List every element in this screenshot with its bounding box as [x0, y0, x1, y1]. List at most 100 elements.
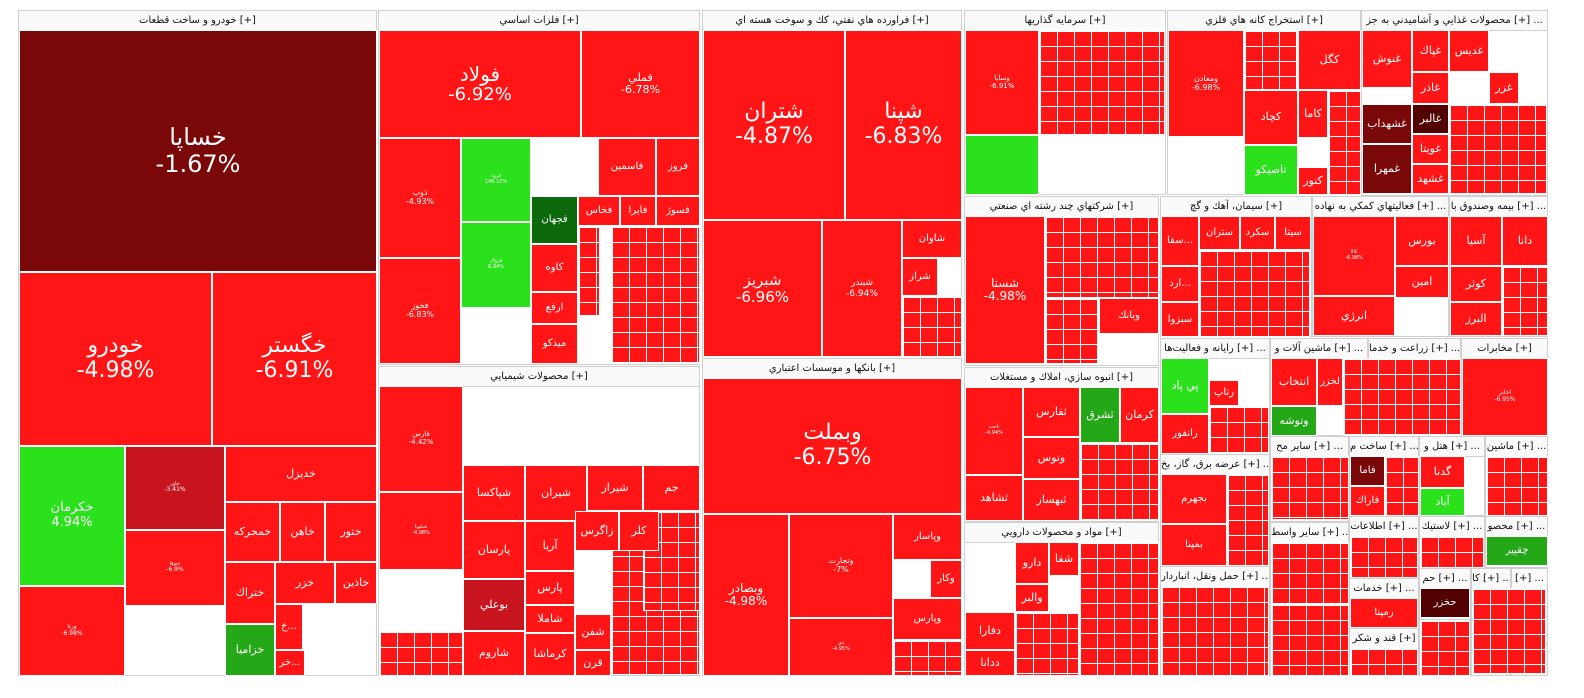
stock-tile[interactable]: ومعادن -6.98% — [1168, 30, 1244, 137]
stock-tile[interactable]: دي -4.95% — [789, 618, 893, 676]
stock-tile[interactable]: خودرو -4.98% — [19, 272, 212, 446]
stock-tile[interactable]: دفارا — [965, 612, 1015, 650]
minor-stocks-grid[interactable] — [1227, 474, 1269, 566]
sector-title[interactable]: سرمايه گذاريها [+] — [965, 11, 1165, 31]
stock-tile[interactable]: رتاپ — [1209, 380, 1239, 406]
stock-tile[interactable]: شراز — [902, 258, 938, 296]
sector-title[interactable]: بانكها و موسسات اعتباري [+] — [703, 359, 961, 379]
sector-title[interactable]: ساخت م [+] ... — [1350, 437, 1418, 457]
stock-tile[interactable]: خاور -3.41% — [125, 446, 225, 530]
stock-tile[interactable]: فاراك — [1350, 486, 1385, 516]
stock-tile[interactable]: شاملا — [525, 605, 575, 633]
sector-title[interactable]: عرضه برق، گاز، بخ [+] ... — [1161, 455, 1269, 475]
stock-tile[interactable]: رانفور — [1161, 414, 1209, 454]
stock-tile[interactable]: ثفارس — [1023, 387, 1080, 437]
stock-tile[interactable]: كالا -6.98% — [1313, 216, 1395, 296]
sector-title[interactable]: اطلاعات [+] ... — [1350, 517, 1418, 537]
stock-tile[interactable]: بورس — [1395, 216, 1449, 266]
stock-tile[interactable]: كگل — [1298, 30, 1361, 90]
stock-tile[interactable]: بمپنا — [1161, 524, 1227, 566]
stock-tile[interactable]: آسيا — [1450, 216, 1502, 266]
stock-tile[interactable]: پارس — [525, 571, 575, 605]
sector-title[interactable]: استخراج كانه هاي فلزي [+] — [1168, 11, 1360, 31]
stock-tile[interactable]: بجهرم — [1161, 474, 1227, 524]
stock-tile[interactable]: وتجارت -7% — [789, 514, 893, 618]
stock-tile[interactable]: ثاخت -4.94% — [965, 387, 1023, 475]
stock-tile[interactable]: خاهن — [280, 502, 325, 562]
stock-tile[interactable]: ثشرق — [1080, 387, 1120, 443]
sector-title[interactable]: ساير واسط [+] ... — [1271, 523, 1348, 543]
stock-tile[interactable]: شاوان — [902, 220, 962, 258]
stock-tile[interactable]: شبريز -6.96% — [703, 220, 822, 357]
stock-tile[interactable]: ختوقا -6.9% — [125, 530, 225, 606]
sector-title[interactable]: كا [+] ... — [1472, 569, 1510, 589]
stock-tile[interactable]: خر... — [275, 650, 305, 676]
minor-stocks-grid[interactable] — [1244, 30, 1298, 90]
stock-tile[interactable]: ذوب -4.93% — [379, 138, 461, 258]
sector-title[interactable]: بيمه وصندوق با [+] ... — [1450, 197, 1547, 217]
stock-tile[interactable]: ختراك — [225, 562, 275, 624]
stock-tile[interactable]: شپاكسا — [463, 465, 525, 521]
stock-tile[interactable]: فايرا — [620, 196, 656, 226]
minor-stocks-grid[interactable] — [1328, 90, 1361, 195]
stock-tile[interactable]: فخاس — [578, 196, 620, 226]
minor-stocks-grid[interactable] — [1486, 456, 1548, 516]
sector-title[interactable]: محصولات غذايي و آشاميدني به جز [+] ... — [1362, 11, 1547, 31]
minor-stocks-grid[interactable] — [1199, 250, 1310, 337]
stock-tile[interactable]: خساپا -1.67% — [19, 30, 377, 272]
stock-tile[interactable]: انتخاب — [1271, 358, 1317, 406]
stock-tile[interactable]: دارو — [1015, 542, 1049, 584]
stock-tile[interactable]: وسايا -6.91% — [965, 30, 1039, 135]
stock-tile[interactable]: فاما — [1350, 456, 1385, 486]
stock-tile[interactable]: سبزوا — [1161, 302, 1199, 337]
stock-tile[interactable]: كرمان — [1120, 387, 1159, 443]
minor-stocks-grid[interactable] — [1271, 456, 1349, 520]
minor-stocks-grid[interactable] — [1343, 358, 1461, 436]
stock-tile[interactable]: زاگرس — [575, 511, 619, 551]
stock-tile[interactable]: كنور — [1298, 167, 1328, 195]
stock-tile[interactable]: وبانك — [1099, 298, 1159, 334]
stock-tile[interactable]: وتوس — [1023, 437, 1080, 479]
stock-tile[interactable]: غويتا — [1412, 134, 1449, 164]
sector-title[interactable]: لاستيك [+] ... — [1420, 517, 1484, 537]
stock-tile[interactable]: غنوش — [1362, 30, 1412, 88]
stock-tile[interactable]: ثشاهد — [965, 475, 1023, 521]
stock-tile[interactable]: ثبهساز — [1023, 479, 1080, 521]
stock-tile[interactable]: كوثر — [1450, 266, 1502, 302]
stock-tile[interactable]: وتوشه — [1271, 406, 1317, 436]
sector-title[interactable]: مخابرات [+] — [1462, 339, 1547, 359]
stock-tile[interactable]: پارسان — [463, 521, 525, 579]
stock-tile[interactable]: كاوه — [531, 244, 578, 292]
stock-tile[interactable]: شفن — [575, 614, 611, 650]
stock-tile[interactable]: آباد — [1420, 488, 1465, 516]
stock-tile[interactable]: سفا... — [1161, 216, 1199, 266]
stock-tile[interactable]: وپارس — [893, 598, 962, 640]
stock-tile[interactable] — [965, 135, 1039, 195]
stock-tile[interactable]: خزاميا — [225, 624, 275, 676]
minor-stocks-grid[interactable] — [379, 631, 463, 676]
stock-tile[interactable]: شپنا -6.83% — [845, 30, 962, 220]
stock-tile[interactable]: غديس — [1449, 30, 1489, 72]
stock-tile[interactable]: ارفع — [531, 292, 578, 324]
sector-title[interactable]: زراعت و خدما [+] ... — [1369, 339, 1460, 359]
stock-tile[interactable]: غپاك — [1412, 30, 1449, 72]
minor-stocks-grid[interactable] — [1015, 612, 1079, 676]
stock-tile[interactable]: فسوژ — [656, 196, 700, 226]
minor-stocks-grid[interactable] — [1079, 542, 1159, 676]
stock-tile[interactable]: كاما — [1298, 90, 1328, 138]
stock-tile[interactable]: غاذر — [1412, 72, 1449, 104]
stock-tile[interactable]: سكرد — [1240, 216, 1275, 250]
stock-tile[interactable]: فجهان — [531, 196, 578, 244]
stock-tile[interactable]: دانا — [1502, 216, 1548, 266]
minor-stocks-grid[interactable] — [1385, 456, 1419, 516]
minor-stocks-grid[interactable] — [1449, 104, 1547, 194]
stock-tile[interactable]: ددانا — [965, 650, 1015, 676]
minor-stocks-grid[interactable] — [1472, 588, 1546, 674]
sector-title[interactable]: قند و شكر [+] — [1350, 629, 1418, 649]
stock-tile[interactable]: شتران -4.87% — [703, 30, 845, 220]
sector-title[interactable]: ساير مح [+] ... — [1271, 437, 1348, 457]
stock-tile[interactable]: وكار — [930, 560, 962, 598]
stock-tile[interactable]: شاروم — [463, 631, 525, 676]
stock-tile[interactable]: خديزل — [225, 446, 377, 502]
minor-stocks-grid[interactable] — [902, 296, 962, 357]
